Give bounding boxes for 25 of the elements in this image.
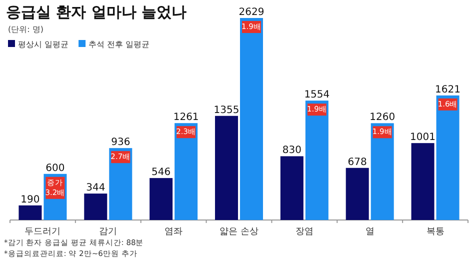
data-label: 1260 <box>370 112 396 124</box>
legend-label: 평상시 일평균 <box>18 40 69 49</box>
legend-label: 추석 전후 일평균 <box>88 40 150 49</box>
data-label: 1001 <box>410 132 436 144</box>
chart-title: 응급실 환자 얼마나 늘었나 <box>6 3 187 21</box>
data-label: 546 <box>152 167 171 178</box>
data-label: 1355 <box>214 104 240 116</box>
data-label: 190 <box>20 194 40 206</box>
x-tick-label: 얇은 손상 <box>220 227 258 237</box>
x-tick-label: 열 <box>365 227 374 237</box>
data-label: 936 <box>111 137 130 148</box>
data-label: 2629 <box>238 7 264 18</box>
data-label: 600 <box>46 162 65 174</box>
x-tick-label: 감기 <box>99 227 118 237</box>
x-tick-label: 복통 <box>426 227 444 237</box>
data-label: 830 <box>282 145 302 156</box>
text: (단위: 명) <box>8 25 44 34</box>
data-label: 344 <box>86 182 106 194</box>
x-tick-label: 두드러기 <box>24 227 61 237</box>
x-tick-label: 장염 <box>295 227 314 237</box>
data-label: 1554 <box>304 90 330 101</box>
data-label: 1621 <box>435 84 461 96</box>
x-tick-label: 염좌 <box>164 227 183 237</box>
data-label: 678 <box>348 156 367 168</box>
data-label: 1261 <box>173 112 199 124</box>
